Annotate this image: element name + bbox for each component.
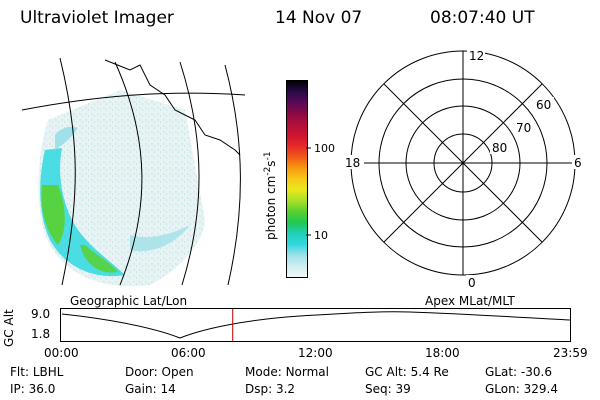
- x-tick-0000: 00:00: [44, 346, 79, 360]
- polar-plot: 12 18 6 0 60 70 80: [342, 49, 586, 290]
- x-tick-0600: 06:00: [171, 346, 206, 360]
- status-door: Door: Open: [125, 365, 194, 379]
- colorbar: [286, 80, 308, 278]
- x-tick-1800: 18:00: [425, 346, 460, 360]
- status-dsp: Dsp: 3.2: [245, 382, 296, 396]
- aurora-image: [21, 57, 246, 287]
- timeline-ylabel: GC Alt: [2, 309, 16, 347]
- geographic-grid: [21, 57, 246, 286]
- status-seq: Seq: 39: [365, 382, 411, 396]
- mlt-label-0: 0: [468, 276, 476, 290]
- colorbar-ticks: 100 10: [306, 142, 335, 242]
- time-label: 08:07:40 UT: [430, 8, 535, 28]
- left-map-title: Geographic Lat/Lon: [70, 294, 188, 308]
- colorbar-unit-label: photon cm-2s-1: [263, 151, 278, 240]
- lat-label-60: 60: [536, 98, 551, 112]
- status-gc-alt: GC Alt: 5.4 Re: [365, 365, 449, 379]
- right-map-title: Apex MLat/MLT: [425, 294, 515, 308]
- x-tick-1200: 12:00: [298, 346, 333, 360]
- date-label: 14 Nov 07: [275, 8, 363, 28]
- mlt-label-6: 6: [574, 156, 582, 170]
- y-tick-1.8: 1.8: [31, 327, 51, 341]
- lat-label-80: 80: [492, 141, 507, 155]
- x-tick-2359: 23:59: [553, 346, 588, 360]
- colorbar-tick-100: 100: [314, 142, 335, 155]
- mlt-label-12: 12: [469, 49, 484, 63]
- status-mode: Mode: Normal: [245, 365, 329, 379]
- y-tick-9: 9.0: [31, 307, 51, 321]
- colorbar-tick-10: 10: [314, 229, 328, 242]
- status-gain: Gain: 14: [125, 382, 176, 396]
- status-glat: GLat: -30.6: [485, 365, 552, 379]
- status-ip: IP: 36.0: [10, 382, 56, 396]
- status-glon: GLon: 329.4: [485, 382, 558, 396]
- mlt-label-18: 18: [345, 156, 360, 170]
- status-flt: Flt: LBHL: [10, 365, 64, 379]
- lat-label-70: 70: [516, 121, 531, 135]
- instrument-title: Ultraviolet Imager: [20, 8, 174, 28]
- auroral-emission: [38, 90, 205, 287]
- orbit-timeline: [60, 308, 571, 342]
